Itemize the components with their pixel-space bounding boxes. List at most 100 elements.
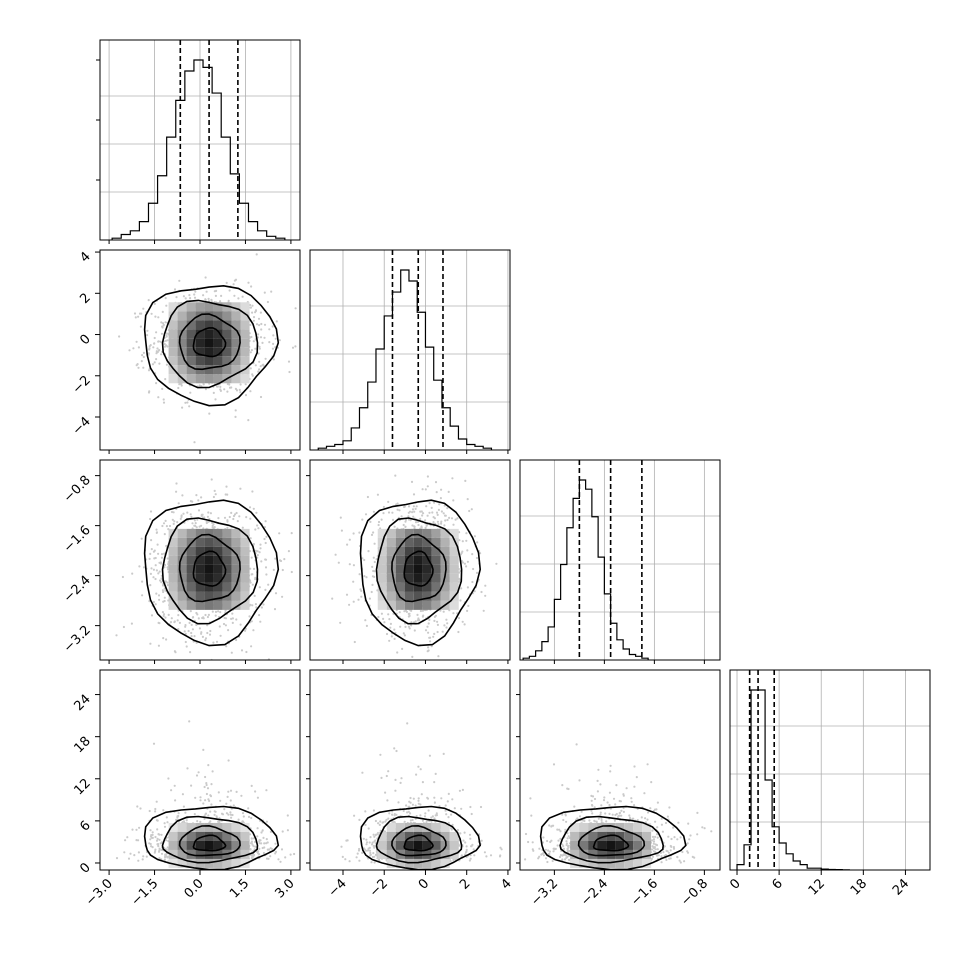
density-cell <box>168 831 178 841</box>
density-cell <box>431 840 441 850</box>
density-cell <box>386 831 396 841</box>
density-cell <box>213 347 223 357</box>
density-cell <box>177 338 187 348</box>
density-cell <box>431 564 441 574</box>
density-cell <box>186 347 196 357</box>
x-tick-label: −2.4 <box>578 876 611 909</box>
density-cell <box>195 564 205 574</box>
density-cell <box>231 537 241 547</box>
x-tick-label: 12 <box>806 876 828 898</box>
density-cell <box>588 831 598 841</box>
contour-level-0 <box>592 834 630 852</box>
density-cell <box>213 320 223 330</box>
density-cell <box>186 302 196 312</box>
contour-level-3 <box>359 499 482 647</box>
density-cell <box>231 591 241 601</box>
density-cell <box>213 365 223 375</box>
density-cell <box>404 546 414 556</box>
density-cell <box>231 582 241 592</box>
density-cell <box>213 858 223 868</box>
density-cell <box>177 537 187 547</box>
density-cell <box>177 555 187 565</box>
density-cell <box>240 555 250 565</box>
pair-content <box>524 743 713 870</box>
density-cell <box>222 573 232 583</box>
hist-panel-1 <box>309 249 511 451</box>
density-cell <box>186 591 196 601</box>
density-cell <box>204 311 214 321</box>
density-cell <box>422 564 432 574</box>
density-cell <box>240 573 250 583</box>
density-cell <box>231 356 241 366</box>
density-cell <box>377 564 387 574</box>
density-cell <box>213 564 223 574</box>
pair-panel-2-0 <box>99 459 301 661</box>
density-cell <box>204 555 214 565</box>
density-cell <box>204 831 214 841</box>
density-cell <box>195 528 205 538</box>
density-cell <box>204 329 214 339</box>
density-cell <box>633 840 643 850</box>
density-cell <box>186 338 196 348</box>
density-cell <box>177 311 187 321</box>
density-cell <box>386 849 396 859</box>
pair-content <box>340 722 503 870</box>
density-cell <box>377 582 387 592</box>
density-cell <box>449 537 459 547</box>
density-cell <box>422 528 432 538</box>
x-tick-label: 0 <box>727 876 743 892</box>
x-tick-label: −4 <box>326 876 350 900</box>
density-cell <box>240 338 250 348</box>
x-axis-2: −3.2 −2.4 −1.6 −0.8 <box>528 660 711 909</box>
density-cell <box>404 840 414 850</box>
pair-content <box>331 474 498 658</box>
density-cell <box>168 347 178 357</box>
density-cell <box>386 546 396 556</box>
density-cell <box>413 555 423 565</box>
density-cell <box>231 365 241 375</box>
density-cell <box>204 356 214 366</box>
density-cell <box>633 858 643 868</box>
density-cell <box>431 591 441 601</box>
density-cell <box>395 528 405 538</box>
density-cell <box>642 840 652 850</box>
density-cell <box>386 582 396 592</box>
density-cell <box>606 822 616 832</box>
density-cell <box>642 822 652 832</box>
density-cell <box>404 582 414 592</box>
density-cell <box>177 600 187 610</box>
density-cell <box>177 564 187 574</box>
y-tick-label: 6 <box>77 818 93 834</box>
density-cell <box>204 564 214 574</box>
pair-content <box>115 720 296 870</box>
density-cell <box>168 546 178 556</box>
density-cell <box>231 573 241 583</box>
density-cell <box>186 822 196 832</box>
histogram-step-line <box>736 689 850 871</box>
density-cell <box>186 831 196 841</box>
density-cell <box>240 302 250 312</box>
density-cell <box>615 840 625 850</box>
panel-frame <box>309 249 511 451</box>
density-cell <box>222 347 232 357</box>
density-cell <box>413 573 423 583</box>
density-cell <box>377 831 387 841</box>
density-cell <box>395 582 405 592</box>
pair-panel-1-0 <box>99 249 301 451</box>
density-cell <box>579 858 589 868</box>
density-cell <box>240 311 250 321</box>
density-cell <box>377 546 387 556</box>
density-cell <box>186 374 196 384</box>
density-cell <box>204 840 214 850</box>
density-cell <box>195 591 205 601</box>
density-cell <box>231 528 241 538</box>
density-cell <box>177 582 187 592</box>
density-cell <box>422 822 432 832</box>
density-cell <box>222 546 232 556</box>
density-cell <box>240 329 250 339</box>
density-cell <box>440 849 450 859</box>
density-cell <box>449 546 459 556</box>
contour-level-2 <box>161 517 259 625</box>
density-cell <box>240 347 250 357</box>
density-cell <box>449 528 459 538</box>
